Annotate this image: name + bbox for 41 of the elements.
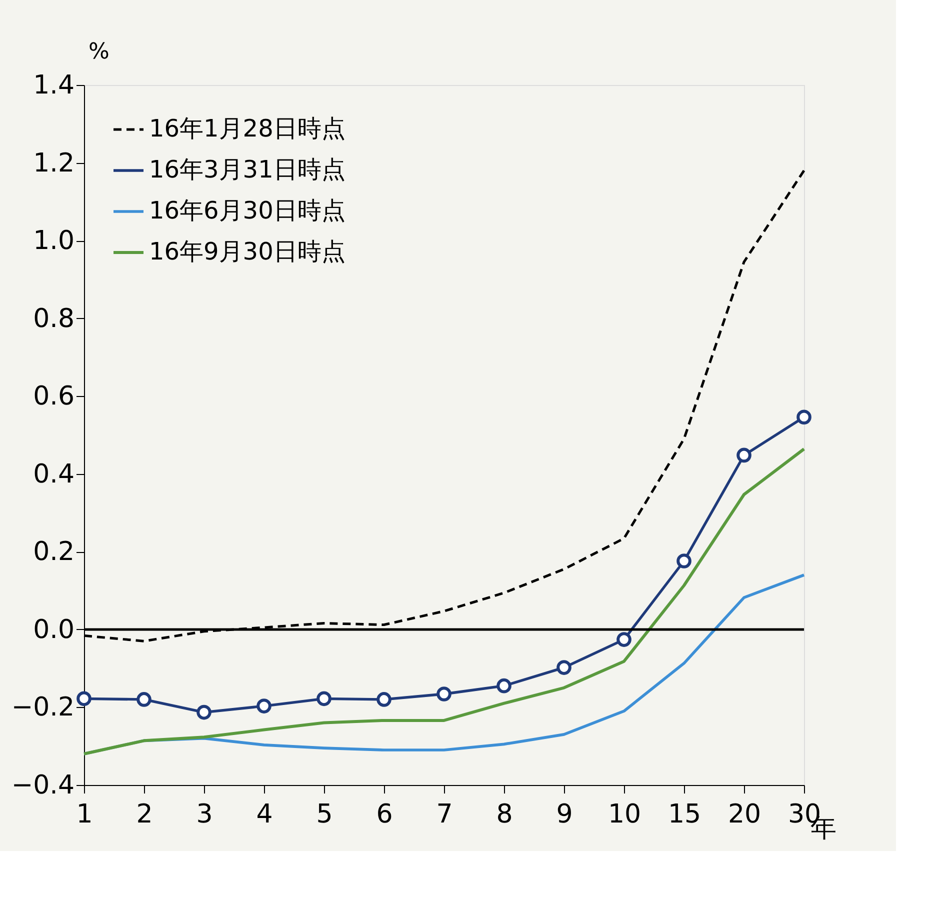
y-tick-label: 0.0: [33, 614, 74, 645]
point: [616, 632, 632, 647]
point: [136, 692, 152, 707]
y-tick-label: 0.2: [33, 537, 74, 568]
x-tick-label: 2: [136, 800, 153, 830]
point: [76, 691, 92, 706]
point: [316, 691, 332, 706]
point: [676, 554, 692, 568]
point: [496, 678, 512, 694]
point: [196, 704, 212, 720]
legend-label: 16年9月30日時点: [149, 238, 346, 266]
y-tick-label: 0.4: [33, 459, 74, 490]
x-tick-label: 7: [436, 800, 453, 830]
y-tick-label: 0.6: [33, 382, 74, 412]
y-tick-label: −0.4: [11, 770, 74, 800]
point: [376, 692, 392, 707]
legend-label: 16年3月31日時点: [149, 156, 346, 184]
y-tick-label: 0.8: [33, 304, 74, 334]
point: [556, 660, 572, 675]
y-tick-label: 1.4: [33, 70, 74, 100]
x-tick-label: 1: [76, 800, 93, 830]
point: [736, 448, 752, 463]
point: [436, 686, 452, 702]
point: [796, 410, 812, 425]
point: [256, 698, 272, 714]
x-tick-label: 15: [668, 800, 702, 830]
legend-label: 16年1月28日時点: [149, 114, 346, 142]
x-tick-label: 6: [376, 800, 393, 830]
x-tick-label: 20: [728, 800, 762, 830]
x-tick-label: 5: [316, 800, 333, 830]
x-tick-label: 10: [608, 800, 642, 830]
y-tick-label: −0.2: [11, 692, 74, 723]
y-tick-label: 1.0: [33, 226, 74, 256]
y-axis-title: %: [88, 40, 110, 64]
x-tick-label: 8: [496, 800, 513, 830]
x-tick-label: 3: [196, 800, 213, 830]
x-tick-label: 4: [256, 800, 273, 830]
y-tick-label: 1.2: [33, 148, 74, 178]
legend-label: 16年6月30日時点: [149, 196, 346, 224]
x-tick-label: 9: [556, 800, 573, 830]
line-series: [82, 448, 806, 756]
